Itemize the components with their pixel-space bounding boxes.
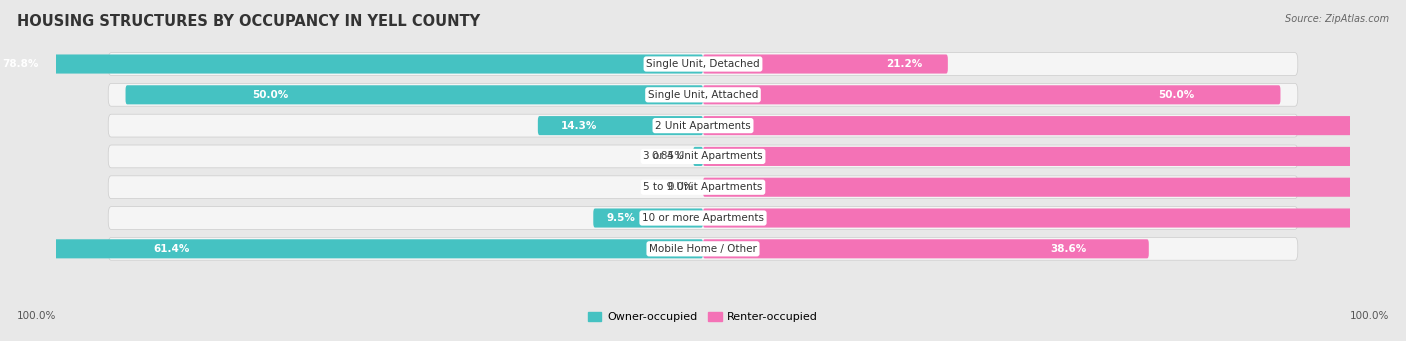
Text: 14.3%: 14.3% <box>561 121 598 131</box>
FancyBboxPatch shape <box>593 208 703 227</box>
Text: 9.5%: 9.5% <box>606 213 636 223</box>
Text: Mobile Home / Other: Mobile Home / Other <box>650 244 756 254</box>
Text: 50.0%: 50.0% <box>1159 90 1195 100</box>
Text: 3 or 4 Unit Apartments: 3 or 4 Unit Apartments <box>643 151 763 161</box>
FancyBboxPatch shape <box>693 147 703 166</box>
Text: 21.2%: 21.2% <box>886 59 922 69</box>
FancyBboxPatch shape <box>108 53 1298 75</box>
Text: Single Unit, Attached: Single Unit, Attached <box>648 90 758 100</box>
Text: 0.85%: 0.85% <box>651 151 683 161</box>
FancyBboxPatch shape <box>703 239 1149 258</box>
FancyBboxPatch shape <box>108 114 1298 137</box>
Text: Single Unit, Detached: Single Unit, Detached <box>647 59 759 69</box>
FancyBboxPatch shape <box>703 208 1406 227</box>
Text: 38.6%: 38.6% <box>1050 244 1087 254</box>
FancyBboxPatch shape <box>125 85 703 104</box>
Text: 50.0%: 50.0% <box>252 90 288 100</box>
FancyBboxPatch shape <box>108 176 1298 198</box>
FancyBboxPatch shape <box>108 84 1298 106</box>
Text: HOUSING STRUCTURES BY OCCUPANCY IN YELL COUNTY: HOUSING STRUCTURES BY OCCUPANCY IN YELL … <box>17 14 479 29</box>
FancyBboxPatch shape <box>703 116 1406 135</box>
Text: 5 to 9 Unit Apartments: 5 to 9 Unit Apartments <box>644 182 762 192</box>
FancyBboxPatch shape <box>0 239 703 258</box>
FancyBboxPatch shape <box>108 145 1298 168</box>
Text: 2 Unit Apartments: 2 Unit Apartments <box>655 121 751 131</box>
FancyBboxPatch shape <box>703 147 1406 166</box>
Text: 100.0%: 100.0% <box>17 311 56 321</box>
Text: 100.0%: 100.0% <box>1350 311 1389 321</box>
FancyBboxPatch shape <box>703 85 1281 104</box>
FancyBboxPatch shape <box>703 55 948 74</box>
FancyBboxPatch shape <box>538 116 703 135</box>
Text: 61.4%: 61.4% <box>153 244 190 254</box>
FancyBboxPatch shape <box>108 237 1298 260</box>
Legend: Owner-occupied, Renter-occupied: Owner-occupied, Renter-occupied <box>583 307 823 327</box>
FancyBboxPatch shape <box>108 207 1298 229</box>
Text: 78.8%: 78.8% <box>3 59 38 69</box>
Text: Source: ZipAtlas.com: Source: ZipAtlas.com <box>1285 14 1389 24</box>
FancyBboxPatch shape <box>0 55 703 74</box>
FancyBboxPatch shape <box>703 178 1406 197</box>
Text: 0.0%: 0.0% <box>668 182 693 192</box>
Text: 10 or more Apartments: 10 or more Apartments <box>643 213 763 223</box>
